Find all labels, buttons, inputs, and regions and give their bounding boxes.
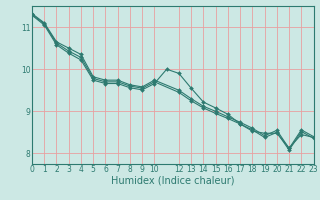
X-axis label: Humidex (Indice chaleur): Humidex (Indice chaleur) bbox=[111, 176, 235, 186]
